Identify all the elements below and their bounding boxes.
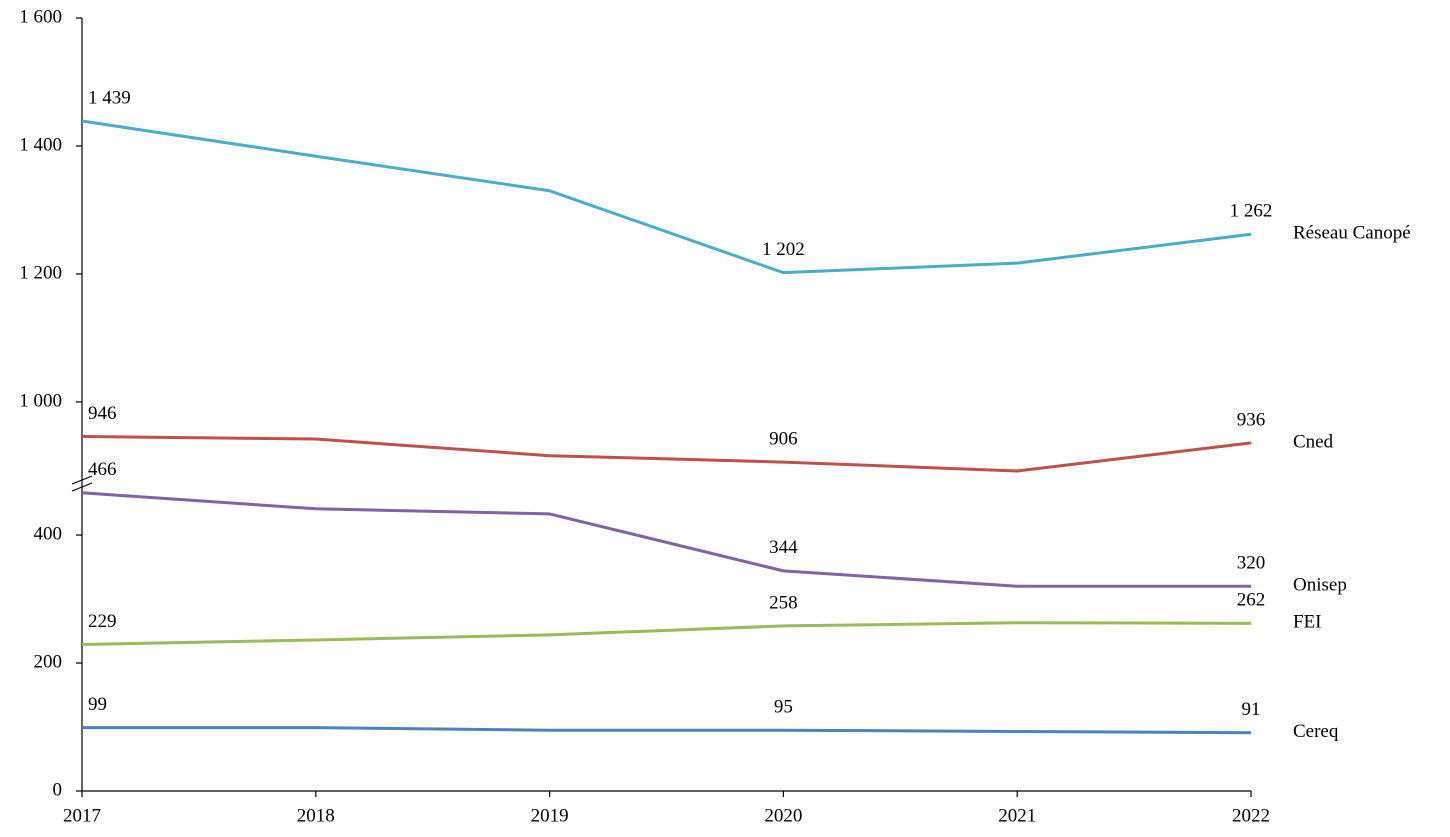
data-label: 229 — [88, 611, 117, 632]
y-tick-label: 1 000 — [19, 390, 62, 411]
series-line — [81, 119, 1252, 275]
x-tick-label: 2021 — [998, 805, 1036, 826]
series-name: Cereq — [1293, 721, 1339, 742]
y-tick-label: 200 — [34, 651, 63, 672]
series-line — [82, 726, 1252, 735]
x-tick-label: 2019 — [531, 805, 569, 826]
y-tick-label: 1 400 — [19, 134, 62, 155]
data-label: 95 — [774, 697, 793, 718]
series-name: FEI — [1293, 612, 1322, 633]
data-label: 1 262 — [1230, 201, 1273, 222]
y-tick-label: 400 — [34, 523, 63, 544]
y-tick-label: 0 — [53, 779, 63, 800]
data-label: 946 — [88, 403, 117, 424]
x-tick-label: 2020 — [764, 805, 802, 826]
data-label: 466 — [88, 459, 117, 480]
x-tick-label: 2017 — [63, 805, 101, 826]
series-line — [81, 434, 1252, 473]
series-name: Cned — [1293, 431, 1334, 452]
data-label: 906 — [769, 428, 798, 449]
data-label: 1 202 — [762, 239, 805, 260]
data-label: 258 — [769, 592, 798, 613]
axis-break — [71, 475, 93, 492]
x-tick-label: 2018 — [297, 805, 335, 826]
data-label: 262 — [1237, 590, 1266, 611]
series-name: Onisep — [1293, 575, 1347, 596]
series-line — [81, 491, 1251, 588]
data-label: 320 — [1237, 553, 1266, 574]
y-tick-label: 1 600 — [19, 6, 62, 27]
data-label: 936 — [1237, 409, 1266, 430]
data-label: 1 439 — [88, 87, 131, 108]
series-name: Réseau Canopé — [1293, 223, 1411, 244]
x-tick-label: 2022 — [1232, 805, 1270, 826]
series-line — [81, 621, 1252, 646]
data-label: 91 — [1242, 699, 1261, 720]
y-tick-label: 1 200 — [19, 262, 62, 283]
data-label: 99 — [88, 694, 107, 715]
data-label: 344 — [769, 537, 798, 558]
